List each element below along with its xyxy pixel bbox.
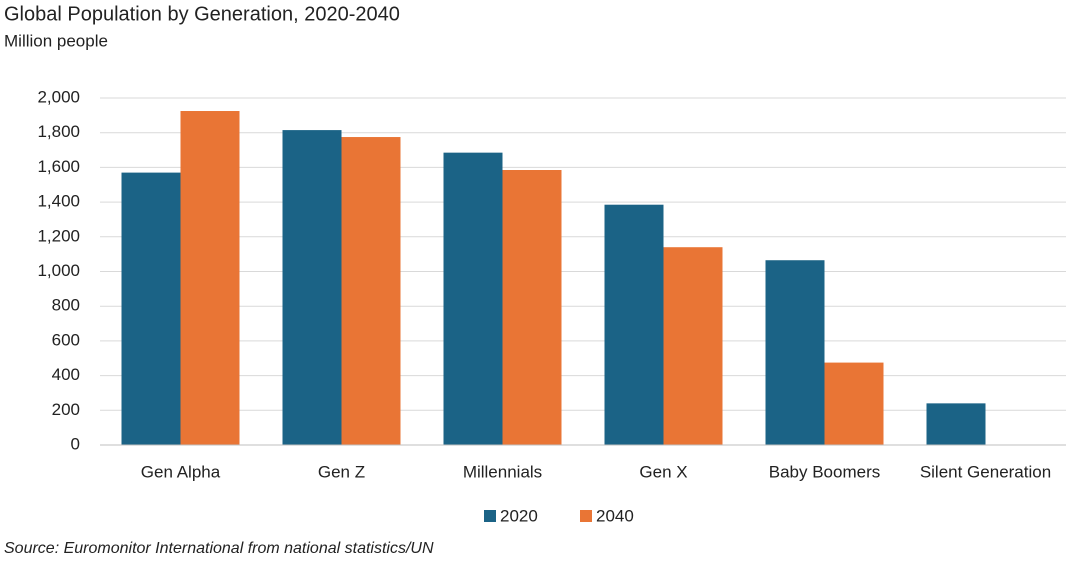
y-tick-label: 0: [71, 434, 80, 453]
bar: [502, 170, 562, 445]
x-tick-label: Baby Boomers: [769, 462, 881, 481]
x-tick-label: Gen X: [639, 462, 687, 481]
y-tick-label: 1,600: [37, 157, 80, 176]
y-tick-label: 200: [52, 400, 80, 419]
legend-swatch: [484, 510, 496, 522]
chart-title: Global Population by Generation, 2020-20…: [4, 3, 400, 25]
bar: [282, 130, 342, 445]
bar: [765, 260, 825, 445]
bar: [341, 137, 401, 445]
x-tick-label: Silent Generation: [920, 462, 1051, 481]
source-note: Source: Euromonitor International from n…: [4, 540, 434, 557]
bar: [824, 362, 884, 445]
y-tick-label: 1,400: [37, 192, 80, 211]
x-tick-label: Gen Alpha: [141, 462, 221, 481]
x-tick-label: Millennials: [463, 462, 542, 481]
y-tick-label: 2,000: [37, 87, 80, 106]
y-tick-label: 800: [52, 296, 80, 315]
bar: [926, 403, 986, 445]
bar: [121, 172, 181, 446]
legend-label: 2040: [596, 506, 634, 525]
bar: [180, 111, 240, 445]
y-tick-label: 1,800: [37, 122, 80, 141]
bar: [663, 247, 723, 445]
bar: [604, 204, 664, 445]
y-tick-label: 1,000: [37, 261, 80, 280]
y-tick-label: 600: [52, 330, 80, 349]
bar: [443, 152, 503, 445]
legend-label: 2020: [500, 506, 538, 525]
y-tick-label: 400: [52, 365, 80, 384]
x-tick-label: Gen Z: [318, 462, 365, 481]
chart-subtitle: Million people: [4, 31, 108, 50]
legend-swatch: [580, 510, 592, 522]
y-tick-label: 1,200: [37, 226, 80, 245]
